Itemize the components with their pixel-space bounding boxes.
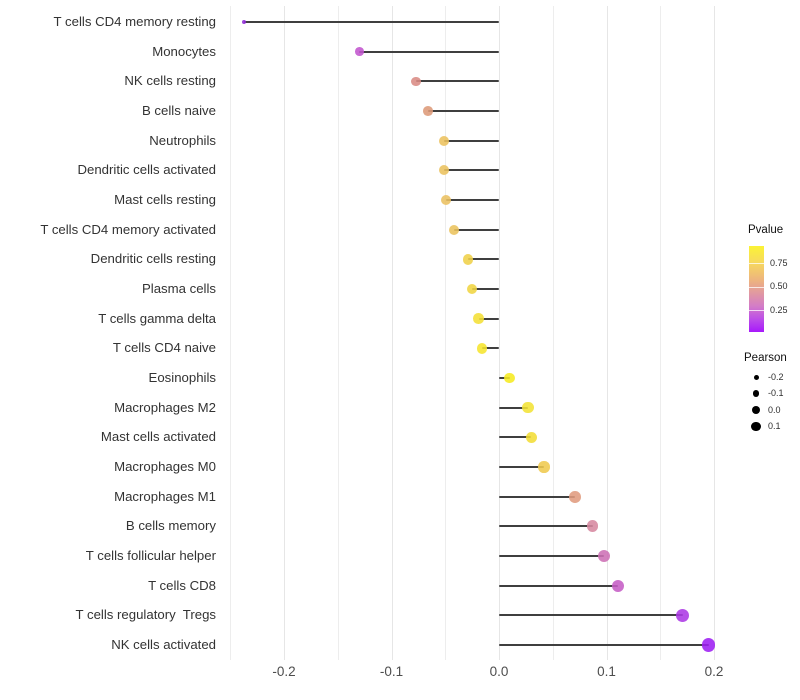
gridline xyxy=(284,6,285,660)
lollipop-dot xyxy=(423,106,433,116)
y-axis-label: T cells CD4 memory activated xyxy=(40,221,216,237)
colorbar-tick-label: 0.50 xyxy=(770,281,788,292)
x-axis-tick-label: -0.1 xyxy=(379,664,404,679)
y-axis-label: Neutrophils xyxy=(149,132,216,148)
y-axis-label: NK cells resting xyxy=(124,73,216,89)
lollipop-dot xyxy=(522,402,534,414)
lollipop-dot xyxy=(525,431,537,443)
lollipop-dot xyxy=(441,194,452,206)
lollipop-dot xyxy=(586,520,599,533)
lollipop-dot xyxy=(538,461,550,473)
lollipop-stem xyxy=(499,495,576,498)
gridline xyxy=(337,6,339,660)
size-legend-label: 0.1 xyxy=(768,421,781,431)
size-legend-dot xyxy=(752,390,760,397)
y-axis-label: T cells CD8 xyxy=(148,577,216,593)
y-axis-label: Macrophages M2 xyxy=(114,399,216,415)
lollipop-dot xyxy=(242,20,247,24)
colorbar-tick xyxy=(749,263,764,264)
lollipop-dot xyxy=(466,283,478,295)
x-axis-tick-label: 0.2 xyxy=(704,664,724,679)
size-legend-label: 0.0 xyxy=(768,404,781,415)
lollipop-dot xyxy=(702,638,716,652)
lollipop-stem xyxy=(359,50,499,53)
lollipop-dot xyxy=(448,224,459,235)
lollipop-stem xyxy=(499,436,532,439)
y-axis-label: Mast cells resting xyxy=(114,192,216,207)
y-axis-label: T cells regulatory Tregs xyxy=(75,607,216,623)
size-legend-label: -0.1 xyxy=(768,388,784,398)
x-axis-tick-label: 0.1 xyxy=(597,664,616,679)
lollipop-stem xyxy=(499,555,605,557)
lollipop-stem xyxy=(444,139,499,142)
y-axis-label: T cells CD4 memory resting xyxy=(53,14,216,29)
lollipop-stem xyxy=(453,228,499,231)
colorbar-tick xyxy=(749,310,764,312)
colorbar-tick xyxy=(749,286,764,288)
y-axis-label: Dendritic cells resting xyxy=(90,251,216,267)
pvalue-colorbar xyxy=(749,246,764,332)
lollipop-stem xyxy=(481,347,499,350)
lollipop-dot xyxy=(439,165,450,176)
y-axis-label: Macrophages M0 xyxy=(114,459,216,474)
y-axis-label: B cells memory xyxy=(125,518,216,534)
lollipop-stem xyxy=(499,466,545,468)
lollipop-stem xyxy=(499,644,709,646)
lollipop-dot xyxy=(612,579,625,592)
gridline xyxy=(391,6,393,660)
gridline xyxy=(445,6,447,660)
lollipop-stem xyxy=(499,614,683,617)
gridline xyxy=(606,6,608,660)
lollipop-dot xyxy=(598,549,611,563)
gridline xyxy=(552,6,554,660)
y-axis-label: NK cells activated xyxy=(111,637,216,652)
gridline xyxy=(499,6,500,660)
y-axis-label: Monocytes xyxy=(152,43,216,59)
y-axis-label: Mast cells activated xyxy=(100,429,216,445)
y-axis-label: T cells CD4 naive xyxy=(112,340,216,356)
y-axis-label: Dendritic cells activated xyxy=(77,162,216,178)
lollipop-dot xyxy=(439,135,450,146)
lollipop-stem xyxy=(499,525,593,528)
y-axis-label: Plasma cells xyxy=(141,281,216,296)
colorbar-tick-label: 0.75 xyxy=(770,257,788,268)
lollipop-stem xyxy=(444,169,499,172)
lollipop-dot xyxy=(569,490,582,503)
gridline xyxy=(714,6,715,660)
lollipop-stem xyxy=(472,288,499,290)
y-axis-label: B cells naive xyxy=(141,103,216,118)
x-axis-tick-label: -0.2 xyxy=(272,664,296,679)
lollipop-stem xyxy=(244,21,499,23)
lollipop-stem xyxy=(499,584,619,587)
lollipop-stem xyxy=(428,110,499,112)
gridline xyxy=(660,6,662,660)
lollipop-dot xyxy=(354,47,364,56)
lollipop-stem xyxy=(467,258,499,261)
size-legend-dot xyxy=(751,421,761,432)
size-legend-dot xyxy=(753,374,759,380)
size-legend-dot xyxy=(752,406,760,414)
lollipop-dot xyxy=(476,343,488,354)
size-legend-label: -0.2 xyxy=(768,371,784,382)
lollipop-dot xyxy=(411,76,422,87)
colorbar-tick-label: 0.25 xyxy=(770,304,788,315)
lollipop-dot xyxy=(473,313,484,324)
lollipop-stem xyxy=(499,406,529,409)
lollipop-stem xyxy=(446,199,499,201)
lollipop-dot xyxy=(504,372,516,384)
lollipop-stem xyxy=(478,317,499,320)
pearson-legend-title: Pearson xyxy=(744,352,787,364)
x-axis-tick-label: 0.0 xyxy=(489,664,509,679)
y-axis-label: T cells gamma delta xyxy=(98,310,216,326)
gridline xyxy=(230,6,232,660)
lollipop-dot xyxy=(676,608,690,622)
y-axis-label: Eosinophils xyxy=(148,370,216,385)
lollipop-stem xyxy=(416,80,499,83)
lollipop-dot xyxy=(462,254,473,265)
y-axis-label: Macrophages M1 xyxy=(114,488,216,504)
y-axis-label: T cells follicular helper xyxy=(85,548,216,563)
pvalue-legend-title: Pvalue xyxy=(748,224,784,236)
